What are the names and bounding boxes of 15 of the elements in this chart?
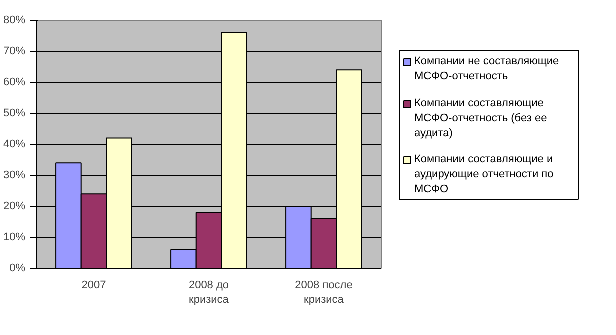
y-tick-label: 30% — [3, 170, 26, 182]
legend-label: Компании составляющие МСФО-отчетность (без ее аудита) — [414, 98, 548, 140]
legend-label: Компании не составляющие МСФО-отчетность — [414, 56, 560, 82]
y-tick-label: 0% — [10, 262, 26, 274]
y-tick-label: 60% — [3, 76, 26, 88]
legend-label: Компании составляющие и аудирующие отчетности по МСФО — [414, 154, 554, 196]
y-tick-label: 80% — [3, 14, 26, 26]
y-tick-label: 40% — [3, 138, 26, 150]
x-tick-label: 2008 после кризиса — [295, 280, 353, 306]
x-tick-label: 2008 до кризиса — [188, 280, 230, 306]
y-tick-label: 10% — [3, 232, 26, 244]
y-tick-label: 50% — [3, 108, 26, 120]
y-tick-label: 70% — [3, 46, 26, 58]
x-tick-label: 2007 — [82, 280, 106, 292]
y-tick-label: 20% — [3, 200, 26, 212]
